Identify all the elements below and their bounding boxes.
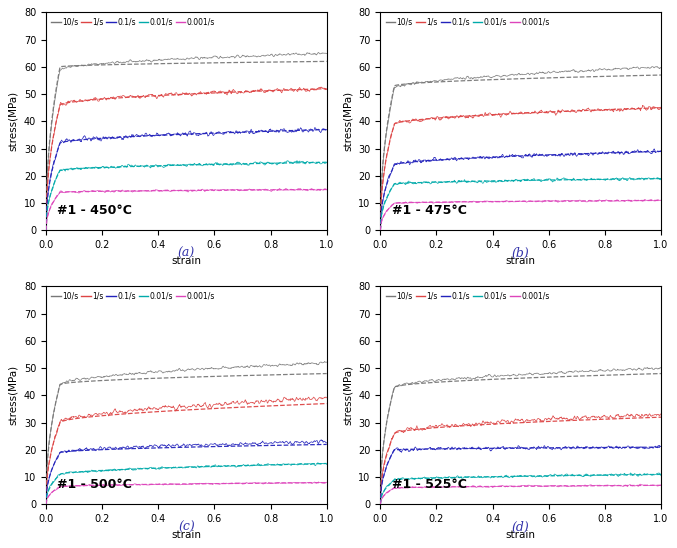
Y-axis label: stress(MPa): stress(MPa) (343, 92, 353, 151)
Text: #1 - 500°C: #1 - 500°C (58, 478, 132, 492)
Text: (b): (b) (512, 247, 529, 260)
Text: (a): (a) (178, 247, 195, 260)
Text: #1 - 450°C: #1 - 450°C (58, 204, 132, 218)
Y-axis label: stress(MPa): stress(MPa) (343, 366, 353, 425)
X-axis label: strain: strain (171, 530, 201, 540)
Legend: 10/s, 1/s, 0.1/s, 0.01/s, 0.001/s: 10/s, 1/s, 0.1/s, 0.01/s, 0.001/s (50, 290, 217, 302)
X-axis label: strain: strain (506, 530, 536, 540)
Y-axis label: stress(MPa): stress(MPa) (8, 366, 18, 425)
Text: (c): (c) (178, 521, 195, 534)
Text: (d): (d) (512, 521, 529, 534)
X-axis label: strain: strain (171, 256, 201, 266)
Legend: 10/s, 1/s, 0.1/s, 0.01/s, 0.001/s: 10/s, 1/s, 0.1/s, 0.01/s, 0.001/s (50, 16, 217, 28)
Text: #1 - 475°C: #1 - 475°C (391, 204, 466, 218)
Text: #1 - 525°C: #1 - 525°C (391, 478, 466, 492)
X-axis label: strain: strain (506, 256, 536, 266)
Legend: 10/s, 1/s, 0.1/s, 0.01/s, 0.001/s: 10/s, 1/s, 0.1/s, 0.01/s, 0.001/s (384, 290, 551, 302)
Legend: 10/s, 1/s, 0.1/s, 0.01/s, 0.001/s: 10/s, 1/s, 0.1/s, 0.01/s, 0.001/s (384, 16, 551, 28)
Y-axis label: stress(MPa): stress(MPa) (8, 92, 18, 151)
